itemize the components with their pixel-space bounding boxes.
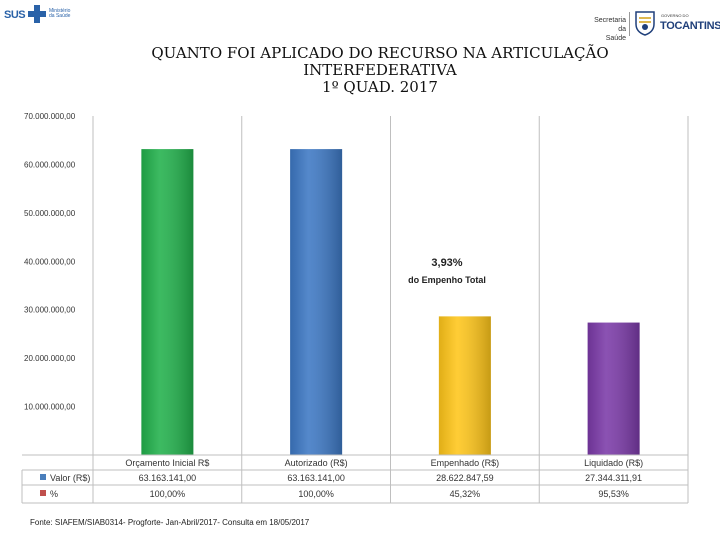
table-value: 28.622.847,59 [436,473,494,483]
table-value: 63.163.141,00 [139,473,197,483]
bar-shading [290,149,343,455]
y-tick-label: 50.000.000,00 [24,209,76,218]
chart-title: QUANTO FOI APLICADO DO RECURSO NA ARTICU… [100,45,660,96]
sus-logo-text: SUS [4,9,26,21]
table-value: 100,00% [298,489,334,499]
state-government-label: GOVERNO DO [661,13,689,18]
table-value: 45,32% [450,489,481,499]
series-name: Valor (R$) [50,473,90,483]
y-tick-label: 70.000.000,00 [24,112,76,121]
category-label: Autorizado (R$) [285,458,348,468]
y-tick-label: 60.000.000,00 [24,160,76,169]
annotation-percent: 3,93% [431,257,462,269]
category-label: Empenhado (R$) [431,458,500,468]
table-value: 27.344.311,91 [585,473,642,483]
table-value: 100,00% [150,489,186,499]
legend-key [40,490,46,496]
state-name-label: TOCANTINS [660,20,720,32]
logo-separator [629,12,630,36]
tocantins-shield-icon [635,11,655,36]
legend-key [40,474,46,480]
secretaria-logo-text: Secretaria da Saúde [594,17,626,42]
series-name: % [50,489,58,499]
chart-title-line-3: 1º QUAD. 2017 [322,78,438,96]
category-label: Liquidado (R$) [584,458,643,468]
y-tick-label: 30.000.000,00 [24,306,76,315]
y-tick-label: 40.000.000,00 [24,257,76,266]
ministry-logo-text: Ministério da Saúde [49,8,71,19]
table-value: 63.163.141,00 [287,473,345,483]
chart-title-line-2: INTERFEDERATIVA [303,61,457,79]
table-value: 95,53% [598,489,629,499]
bar-shading [587,322,640,455]
category-label: Orçamento Inicial R$ [125,458,209,468]
y-tick-label: 20.000.000,00 [24,354,76,363]
health-cross-icon [28,5,46,23]
bar-shading [141,149,194,455]
source-footnote: Fonte: SIAFEM/SIAB0314- Progforte- Jan-A… [30,518,310,527]
annotation-text: do Empenho Total [408,275,486,285]
chart-title-line-1: QUANTO FOI APLICADO DO RECURSO NA ARTICU… [151,44,609,62]
y-tick-label: 10.000.000,00 [24,403,76,412]
bar-shading [438,316,491,455]
